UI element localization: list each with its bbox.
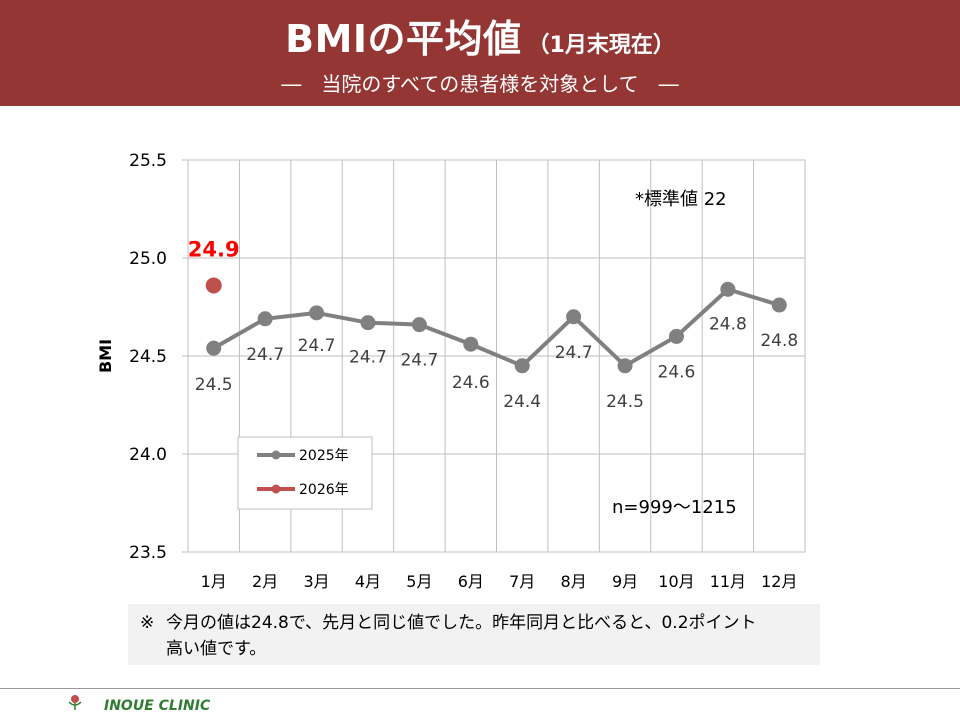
x-tick-label: 3月	[303, 572, 329, 591]
series-2025-point	[411, 317, 427, 333]
series-2025-data-label: 24.5	[606, 392, 644, 412]
clinic-name: INOUE CLINIC	[104, 698, 211, 714]
series-2025-data-label: 24.7	[400, 351, 438, 371]
y-tick-label: 25.5	[129, 151, 167, 171]
x-tick-label: 12月	[761, 572, 797, 591]
series-2025-data-label: 24.6	[452, 373, 490, 393]
series-2025-data-label: 24.4	[503, 392, 541, 412]
series-2025-point	[309, 305, 325, 321]
sample-size-note: n=999～1215	[612, 497, 737, 518]
series-2025-data-label: 24.8	[709, 314, 747, 334]
x-tick-label: 11月	[710, 572, 746, 591]
x-tick-label: 6月	[458, 572, 484, 591]
x-tick-label: 10月	[658, 572, 694, 591]
y-tick-label: 24.5	[129, 347, 167, 367]
note-line-1: 今月の値は24.8で、先月と同じ値でした。昨年同月と比べると、0.2ポイント	[166, 613, 757, 633]
y-axis-title: BMI	[96, 339, 115, 373]
series-2025-data-label: 24.7	[298, 336, 336, 356]
x-tick-label: 8月	[561, 572, 587, 591]
note-text: ※ 今月の値は24.8で、先月と同じ値でした。昨年同月と比べると、0.2ポイント …	[140, 610, 810, 662]
note-box	[128, 604, 820, 665]
note-line-2: 高い値です。	[166, 639, 267, 659]
series-2026-point	[205, 277, 222, 294]
x-tick-label: 1月	[201, 572, 227, 591]
standard-value-note: *標準値 22	[635, 189, 727, 210]
series-2025-data-label: 24.6	[658, 362, 696, 382]
y-tick-label: 25.0	[129, 249, 167, 269]
x-tick-label: 7月	[509, 572, 535, 591]
clinic-logo	[68, 695, 82, 710]
series-2025-data-label: 24.5	[195, 375, 233, 395]
series-2025-point	[463, 336, 479, 352]
page-title: BMIの平均値 （1月末現在）	[0, 8, 960, 63]
series-2025-data-label: 24.7	[349, 348, 387, 368]
series-2025-point	[514, 358, 530, 374]
series-2025-data-label: 24.8	[760, 331, 798, 351]
series-2025-point	[360, 315, 376, 331]
legend-label: 2025年	[299, 448, 349, 464]
series-2025-point	[617, 358, 633, 374]
series-2025-point	[566, 309, 582, 325]
legend-box	[237, 436, 373, 510]
note-mark: ※	[140, 613, 155, 633]
series-2026-data-label: 24.9	[188, 237, 240, 261]
series-2025-point	[720, 281, 736, 297]
legend-label: 2026年	[299, 482, 349, 498]
x-tick-label: 4月	[355, 572, 381, 591]
y-tick-label: 23.5	[129, 543, 167, 563]
legend-swatch-marker	[271, 484, 281, 494]
series-2025-point	[206, 340, 222, 356]
x-tick-label: 2月	[252, 572, 278, 591]
series-2025-data-label: 24.7	[555, 343, 593, 363]
series-2025-line	[212, 287, 780, 369]
y-tick-label: 24.0	[129, 445, 167, 465]
x-tick-label: 9月	[612, 572, 638, 591]
title-date: （1月末現在）	[527, 33, 675, 58]
header-banner	[0, 0, 960, 106]
series-2025-point	[257, 311, 273, 327]
page-subtitle: ― 当院のすべての患者様を対象として ―	[281, 72, 679, 96]
x-tick-label: 5月	[406, 572, 432, 591]
legend-swatch-marker	[271, 450, 281, 460]
series-2025-point	[668, 328, 684, 344]
footer-divider	[0, 688, 960, 689]
title-main: BMIの平均値	[285, 17, 522, 61]
series-2025-point	[771, 297, 787, 313]
series-2025-data-label: 24.7	[246, 345, 284, 365]
